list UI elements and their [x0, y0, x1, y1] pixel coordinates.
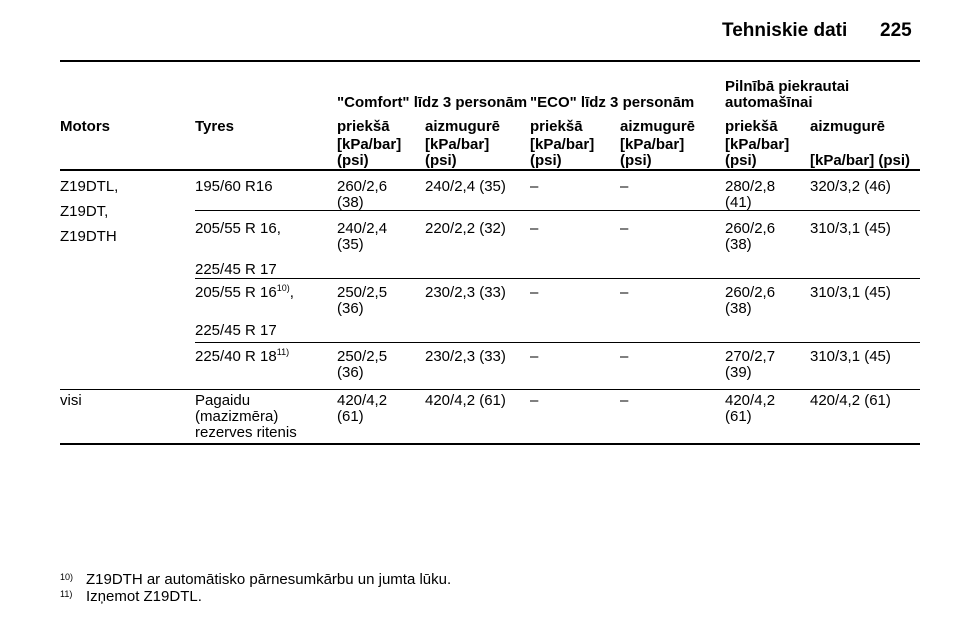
- pressure-value: 260/2,6 (38): [337, 178, 388, 211]
- pressure-value: –: [620, 220, 629, 237]
- engine: Z19DT,: [60, 203, 109, 220]
- pressure-value: –: [620, 284, 629, 301]
- pressure-value: –: [530, 284, 539, 301]
- page-number: 225: [880, 20, 912, 41]
- unit-header: [kPa/bar] (psi): [530, 136, 595, 169]
- tyre-size: 225/40 R 1811): [195, 347, 290, 365]
- unit-header: [kPa/bar] (psi): [337, 136, 402, 169]
- tyre-text: 225/45 R 17: [195, 322, 277, 339]
- tyre-text: (mazizmēra): [195, 408, 279, 425]
- rule: [60, 60, 920, 62]
- rule: [195, 342, 920, 343]
- pressure-value: 420/4,2 (61): [810, 392, 891, 409]
- tyre-size: 205/55 R 16,: [195, 221, 281, 237]
- pressure-value: 250/2,5 (36): [337, 348, 388, 381]
- column-header: priekšā: [725, 118, 778, 135]
- tyre-text: 205/55 R 16: [195, 284, 277, 301]
- tyre-size: 205/55 R 1610),: [195, 283, 294, 301]
- rule: [60, 443, 920, 445]
- pressure-value: 420/4,2 (61): [337, 392, 388, 425]
- column-header: aizmugurē: [810, 118, 886, 135]
- engine: visi: [60, 392, 82, 409]
- pressure-value: 240/2,4 (35): [337, 220, 388, 253]
- column-header: aizmugurē: [425, 118, 501, 135]
- column-header: Tyres: [195, 118, 234, 135]
- tyre-size: Pagaidu: [195, 393, 250, 409]
- pressure-value: 250/2,5 (36): [337, 284, 388, 317]
- tyre-text: 205/55 R 16,: [195, 220, 281, 237]
- column-header: aizmugurē: [620, 118, 696, 135]
- footnote-text: Z19DTH ar automātisko pārnesumkārbu un j…: [86, 571, 452, 588]
- column-header: priekšā: [530, 118, 583, 135]
- tyre-size: rezerves ritenis: [195, 425, 297, 441]
- footnote-mark: 11): [60, 589, 73, 599]
- pressure-value: 270/2,7 (39): [725, 348, 776, 381]
- group-header: "ECO" līdz 3 personām: [530, 94, 695, 111]
- footnote-ref: 10): [276, 283, 290, 293]
- column-header: Motors: [60, 118, 110, 135]
- footnote-text: Izņemot Z19DTL.: [86, 588, 202, 605]
- pressure-value: 420/4,2 (61): [425, 392, 506, 409]
- pressure-value: –: [620, 348, 629, 365]
- tyre-text: Pagaidu: [195, 392, 251, 409]
- unit-header: [kPa/bar] (psi): [425, 136, 490, 169]
- pressure-value: 230/2,3 (33): [425, 284, 506, 301]
- tyre-text: 195/60 R16: [195, 178, 273, 195]
- rule: [60, 389, 920, 390]
- pressure-value: 260/2,6 (38): [725, 220, 776, 253]
- rule: [195, 278, 920, 279]
- pressure-value: –: [530, 348, 539, 365]
- pressure-value: –: [530, 392, 539, 409]
- rule: [60, 169, 920, 171]
- pressure-value: 230/2,3 (33): [425, 348, 506, 365]
- column-header: priekšā: [337, 118, 390, 135]
- pressure-value: 320/3,2 (46): [810, 178, 891, 195]
- group-header: "Comfort" līdz 3 personām: [337, 94, 528, 111]
- unit-header: [kPa/bar] (psi): [810, 152, 911, 169]
- pressure-value: 310/3,1 (45): [810, 348, 891, 365]
- pressure-value: –: [530, 178, 539, 195]
- footnote-mark: 10): [60, 572, 74, 582]
- tyre-text: 225/45 R 17: [195, 261, 277, 278]
- pressure-value: –: [530, 220, 539, 237]
- tyre-size: (mazizmēra): [195, 409, 278, 425]
- tyre-text: 225/40 R 18: [195, 348, 277, 365]
- tyre-size: 225/45 R 17: [195, 323, 277, 339]
- pressure-value: 310/3,1 (45): [810, 220, 891, 237]
- pressure-value: 310/3,1 (45): [810, 284, 891, 301]
- tyre-size: 225/45 R 17: [195, 262, 277, 278]
- engine: Z19DTH: [60, 228, 117, 245]
- footnote-ref: 11): [276, 347, 290, 357]
- unit-header: [kPa/bar] (psi): [620, 136, 685, 169]
- tyre-text: ,: [289, 284, 294, 301]
- pressure-value: 240/2,4 (35): [425, 178, 506, 195]
- page-title: Tehniskie dati: [722, 20, 848, 41]
- pressure-value: –: [620, 392, 629, 409]
- engine: Z19DTL,: [60, 178, 119, 195]
- pressure-value: –: [620, 178, 629, 195]
- rule: [195, 210, 920, 211]
- unit-header: [kPa/bar] (psi): [725, 136, 790, 169]
- pressure-value: 220/2,2 (32): [425, 220, 506, 237]
- pressure-value: 280/2,8 (41): [725, 178, 776, 211]
- pressure-value: 420/4,2 (61): [725, 392, 776, 425]
- group-header: Pilnībā piekrautai automašīnai: [725, 78, 850, 111]
- pressure-value: 260/2,6 (38): [725, 284, 776, 317]
- tyre-text: rezerves ritenis: [195, 424, 297, 441]
- tyre-size: 195/60 R16: [195, 179, 273, 195]
